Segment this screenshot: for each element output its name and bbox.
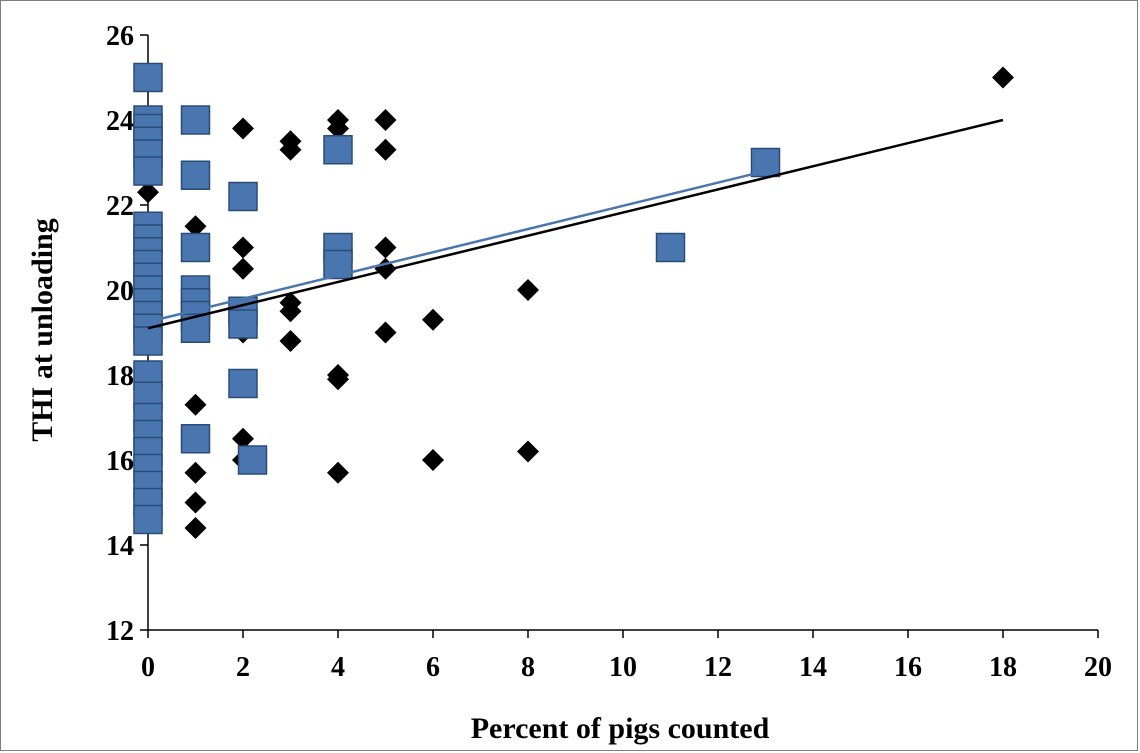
diamond-point <box>184 491 207 514</box>
y-tick-label: 26 <box>106 21 134 52</box>
x-tick-label: 10 <box>609 652 637 683</box>
square-point <box>133 156 163 186</box>
x-tick-label: 8 <box>521 652 535 683</box>
x-axis: 0 2 4 6 8 10 12 14 16 18 20 <box>141 629 1112 683</box>
y-axis: 12 14 16 18 20 22 24 26 <box>106 21 149 647</box>
y-tick-label: 14 <box>106 531 134 562</box>
x-tick-label: 12 <box>704 652 732 683</box>
y-tick-label: 12 <box>106 616 134 647</box>
diamond-point <box>327 368 349 391</box>
x-tick-label: 14 <box>799 652 827 683</box>
square-point <box>180 424 211 454</box>
square-point <box>133 62 163 93</box>
diamond-point <box>279 300 302 323</box>
diamond-point <box>232 257 254 280</box>
diamond-series-trendline <box>147 118 1004 330</box>
square-point <box>180 105 211 135</box>
y-tick-label: 24 <box>106 106 134 137</box>
square-point <box>180 160 211 190</box>
y-tick-label: 20 <box>106 276 134 307</box>
square-point <box>133 326 163 356</box>
square-point <box>750 147 781 178</box>
diamond-point <box>517 279 539 301</box>
square-point <box>180 232 211 263</box>
diamond-point <box>184 215 207 238</box>
diamond-point <box>327 461 349 484</box>
diamond-point <box>422 449 444 471</box>
x-tick-label: 0 <box>141 652 155 683</box>
square-point <box>228 368 258 399</box>
diamond-point <box>374 236 397 259</box>
square-point <box>237 445 268 475</box>
x-tick-label: 20 <box>1084 652 1112 683</box>
x-axis-title: Percent of pigs counted <box>471 712 770 745</box>
square-point <box>133 504 163 535</box>
diamond-point <box>374 138 397 161</box>
square-point <box>655 232 686 263</box>
diamond-point <box>232 117 254 140</box>
x-tick-label: 16 <box>894 652 922 683</box>
trendlines <box>147 118 1004 330</box>
diamond-point <box>184 461 207 484</box>
diamond-point <box>374 321 397 344</box>
diamond-point <box>992 66 1014 89</box>
square-point <box>228 309 258 339</box>
diamond-point <box>232 236 254 259</box>
x-tick-label: 4 <box>331 652 345 683</box>
square-point <box>323 135 353 165</box>
diamond-point <box>517 440 539 463</box>
x-tick-label: 18 <box>989 652 1017 683</box>
diamond-point <box>184 517 207 539</box>
diamond-point <box>374 109 397 131</box>
data-points <box>133 62 1014 539</box>
square-series-trendline <box>147 169 766 324</box>
x-tick-label: 2 <box>236 652 250 683</box>
square-point <box>228 181 258 212</box>
y-axis-title: THI at unloading <box>26 218 59 441</box>
y-tick-label: 16 <box>106 446 134 477</box>
x-tick-label: 6 <box>426 652 440 683</box>
diamond-point <box>279 138 302 161</box>
diamond-point <box>327 117 349 140</box>
diamond-point <box>137 181 159 204</box>
diamond-point <box>232 427 254 450</box>
y-tick-label: 22 <box>106 191 134 222</box>
y-tick-label: 18 <box>106 361 134 392</box>
diamond-point <box>422 308 444 331</box>
diamond-point <box>279 330 302 352</box>
diamond-point <box>184 393 207 416</box>
